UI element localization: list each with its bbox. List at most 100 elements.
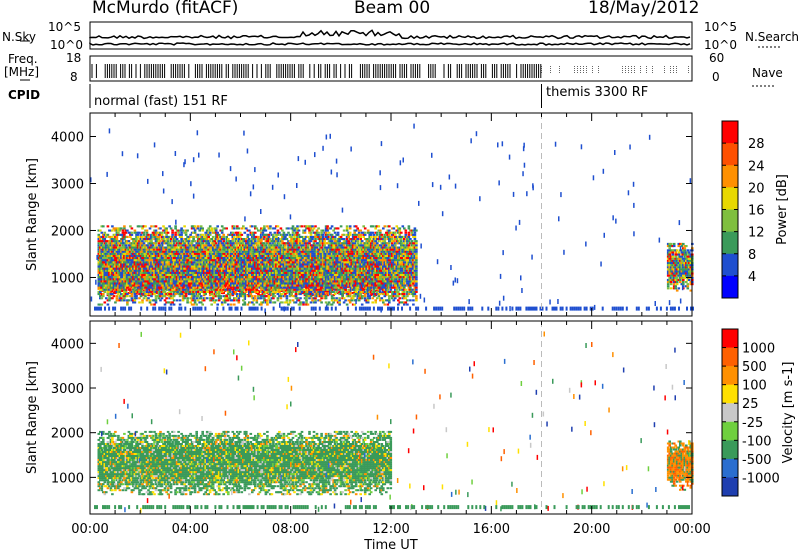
data-cell xyxy=(195,297,198,300)
data-cell xyxy=(141,235,144,238)
data-cell xyxy=(147,292,150,295)
data-cell xyxy=(126,301,129,304)
data-cell xyxy=(105,242,108,245)
data-cell xyxy=(174,233,177,236)
data-cell xyxy=(174,244,177,247)
data-cell xyxy=(174,235,177,238)
data-cell xyxy=(129,285,132,288)
data-cell xyxy=(163,299,167,302)
data-cell xyxy=(130,231,134,234)
data-cell xyxy=(130,285,134,288)
data-cell xyxy=(135,288,138,291)
noise-tick-low-left: 10^0 xyxy=(50,38,83,52)
data-cell xyxy=(196,284,200,287)
data-cell xyxy=(181,240,185,243)
data-cell xyxy=(142,297,146,300)
data-cell xyxy=(115,244,119,247)
data-cell xyxy=(169,227,173,230)
data-cell xyxy=(163,287,167,290)
data-cell xyxy=(184,287,188,290)
data-cell xyxy=(202,299,206,302)
data-cell xyxy=(133,301,137,304)
data-cell xyxy=(160,293,164,296)
data-cell xyxy=(129,292,132,295)
data-cell xyxy=(150,303,153,306)
data-cell xyxy=(136,286,140,289)
data-cell xyxy=(112,287,116,290)
data-cell xyxy=(138,231,141,234)
data-cell xyxy=(201,233,204,236)
data-cell xyxy=(189,301,192,304)
data-cell xyxy=(105,279,108,282)
data-cell xyxy=(174,225,177,228)
data-cell xyxy=(123,227,126,230)
data-cell xyxy=(153,303,156,306)
data-cell xyxy=(100,289,104,292)
data-cell xyxy=(181,286,185,289)
data-cell xyxy=(159,240,162,243)
data-cell xyxy=(157,281,161,284)
data-cell xyxy=(99,290,102,293)
data-cell xyxy=(102,289,105,292)
data-cell xyxy=(172,303,176,306)
data-cell xyxy=(171,231,174,234)
data-cell xyxy=(120,227,123,230)
data-cell xyxy=(210,289,213,292)
data-cell xyxy=(103,231,107,234)
data-cell xyxy=(106,233,110,236)
data-cell xyxy=(153,288,156,291)
data-cell xyxy=(183,292,186,295)
data-cell xyxy=(105,288,108,291)
data-cell xyxy=(135,295,138,298)
data-cell xyxy=(151,244,155,247)
data-cell xyxy=(159,287,162,290)
data-cell xyxy=(148,301,152,304)
data-cell xyxy=(151,289,155,292)
data-cell xyxy=(189,281,192,284)
data-cell xyxy=(150,240,153,243)
data-cell xyxy=(208,292,212,295)
data-cell xyxy=(199,225,203,228)
data-cell xyxy=(171,301,174,304)
data-cell xyxy=(178,299,182,302)
data-cell xyxy=(202,294,206,297)
data-cell xyxy=(193,299,197,302)
data-cell xyxy=(186,297,189,300)
data-cell xyxy=(195,283,198,286)
data-cell xyxy=(228,285,232,288)
data-cell xyxy=(202,284,206,287)
data-cell xyxy=(192,293,195,296)
data-cell xyxy=(106,284,110,287)
data-cell xyxy=(103,238,107,241)
data-cell xyxy=(141,299,144,302)
data-cell xyxy=(105,286,108,289)
data-cell xyxy=(156,282,159,285)
data-cell xyxy=(127,285,131,288)
data-cell xyxy=(120,284,123,287)
data-cell xyxy=(121,287,125,290)
data-cell xyxy=(184,292,188,295)
data-cell xyxy=(138,301,141,304)
data-cell xyxy=(121,283,125,286)
data-cell xyxy=(172,242,176,245)
data-cell xyxy=(142,283,146,286)
data-cell xyxy=(169,293,173,296)
data-cell xyxy=(103,301,107,304)
data-cell xyxy=(153,293,156,296)
noise-tick-high-left: 10^5 xyxy=(48,20,81,34)
data-cell xyxy=(103,280,107,283)
data-cell xyxy=(135,284,138,287)
data-cell xyxy=(192,238,195,241)
data-cell xyxy=(187,282,191,285)
data-cell xyxy=(199,288,203,291)
data-cell xyxy=(165,227,168,230)
data-cell xyxy=(172,285,176,288)
data-cell xyxy=(178,282,182,285)
data-cell xyxy=(133,293,137,296)
data-cell xyxy=(124,290,128,293)
data-cell xyxy=(163,303,167,306)
data-cell xyxy=(220,292,224,295)
data-cell xyxy=(196,227,200,230)
data-cell xyxy=(121,289,125,292)
